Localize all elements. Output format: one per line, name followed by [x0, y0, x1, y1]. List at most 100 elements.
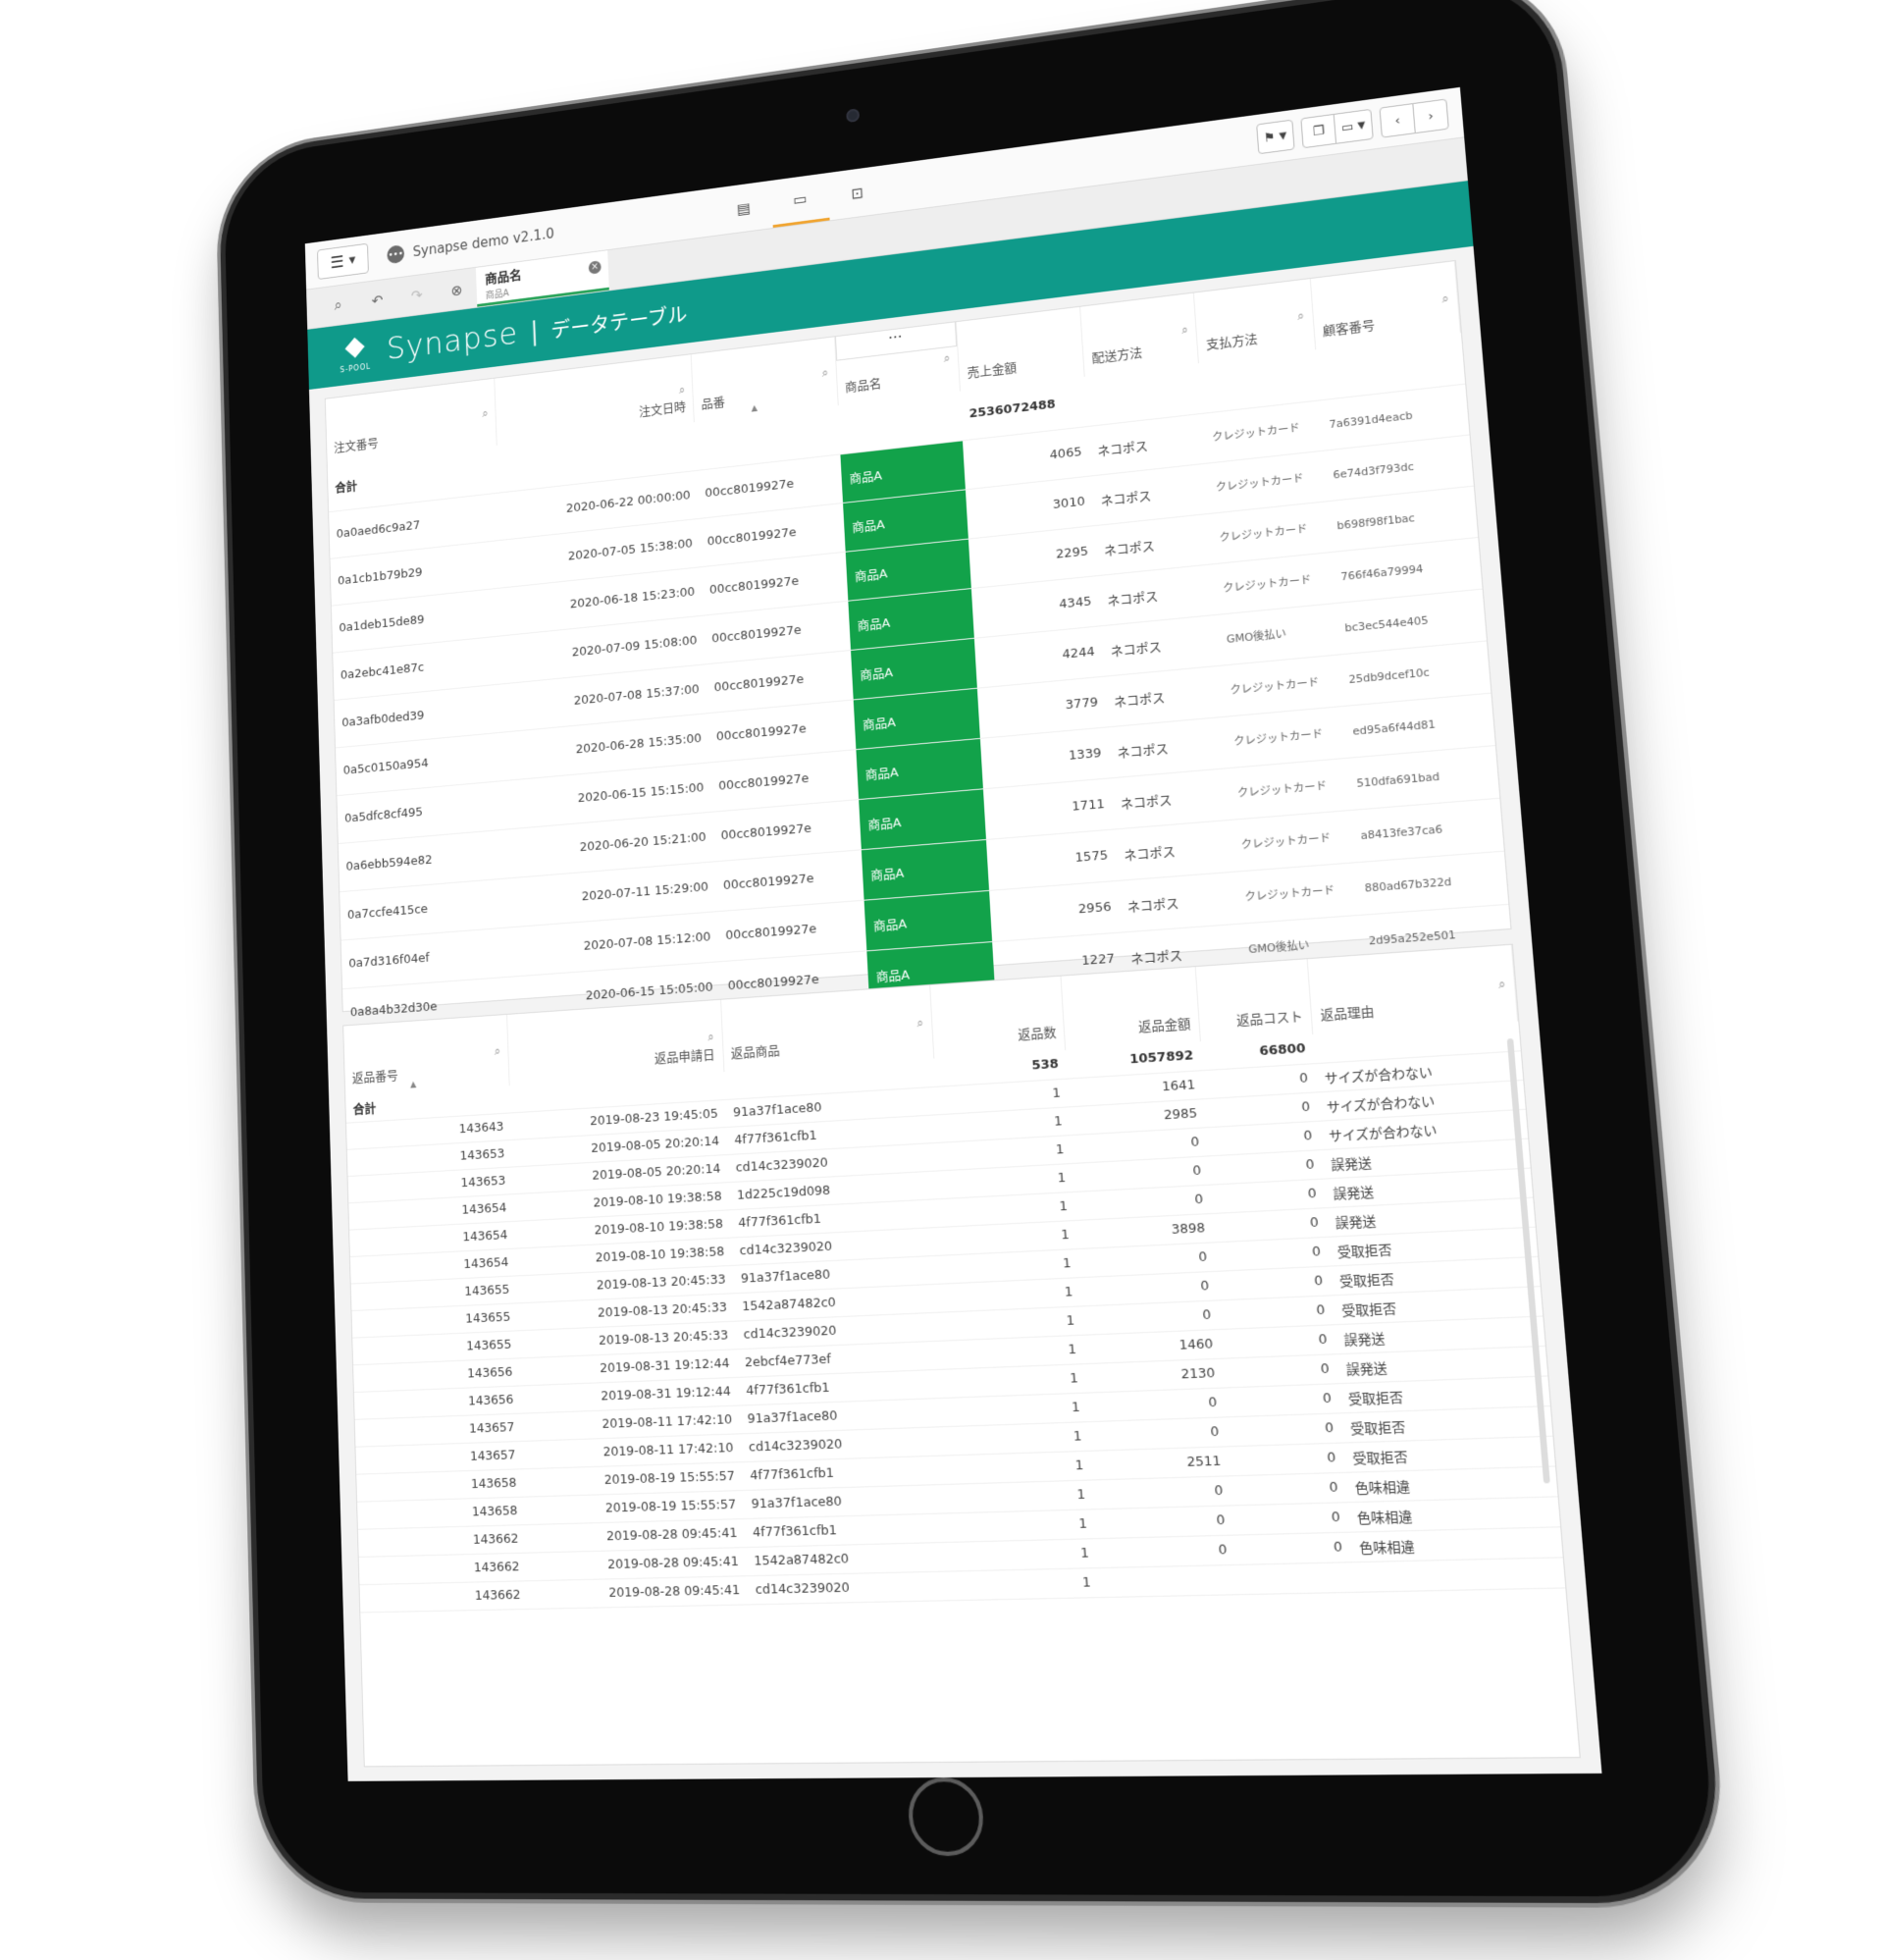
col-header-return-no[interactable]: 返品番号 ⌕ ▲	[343, 1014, 510, 1096]
spool-logo-icon: ◆	[344, 329, 366, 363]
table-cell: 2019-08-28 09:45:41	[527, 1575, 749, 1609]
clear-filter-icon: ⊗	[450, 281, 463, 299]
table-cell: 1	[954, 1421, 1091, 1456]
col-label: 商品名	[844, 377, 882, 396]
app-icon: •••	[387, 244, 405, 265]
table-cell: クレジットカード	[1227, 757, 1351, 820]
table-cell: 1	[957, 1479, 1095, 1513]
search-icon[interactable]: ⌕	[494, 1043, 501, 1058]
search-icon[interactable]: ⌕	[678, 383, 686, 397]
tab-screen-view[interactable]: ▭	[770, 173, 830, 229]
table-cell: 1	[956, 1450, 1093, 1484]
col-label: 支払方法	[1205, 332, 1259, 353]
search-icon[interactable]: ⌕	[1296, 308, 1305, 323]
table-cell: ネコポス	[1114, 819, 1235, 880]
table-cell: 1	[959, 1509, 1097, 1542]
table-cell: 0	[1088, 1416, 1229, 1451]
table-icon: ▤	[736, 198, 752, 218]
table-cell: 0	[1096, 1534, 1236, 1568]
table-cell: 0	[1092, 1475, 1232, 1510]
col-label: 返品コスト	[1235, 1009, 1304, 1030]
returns-body: 143643 2019-08-23 19:45:05 91a37f1ace80 1 16…	[345, 1050, 1565, 1613]
search-icon[interactable]: ⌕	[707, 1030, 715, 1044]
back-filter-button[interactable]: ↶	[357, 278, 397, 322]
chevron-right-icon: ›	[1427, 108, 1435, 124]
window-tools: ❐ ▭ ▼	[1300, 108, 1374, 149]
table-cell: 0	[1230, 1471, 1348, 1506]
bookmark-icon: ⚑	[1263, 130, 1277, 146]
device-wrap: ☰ ▼ ••• Synapse demo v2.1.0 ▤ ▭ ⊡ ⚑ ▼	[189, 0, 1815, 1954]
col-header-return-product[interactable]: 返品商品 ⌕	[720, 984, 934, 1073]
search-icon[interactable]: ⌕	[916, 1015, 924, 1031]
zoom-select-button[interactable]: ⌕	[318, 284, 358, 328]
next-button[interactable]: ›	[1412, 98, 1449, 134]
col-header-payment[interactable]: 支払方法 ⌕	[1193, 279, 1316, 364]
table-cell: 0	[1224, 1383, 1341, 1417]
tab-table-view[interactable]: ▤	[714, 181, 773, 236]
brand-name: Synapse	[386, 315, 519, 368]
hamburger-icon: ☰	[330, 251, 344, 273]
col-label: 注文日時	[638, 399, 687, 420]
table-cell	[1235, 1562, 1354, 1595]
table-cell: 0	[1226, 1412, 1343, 1447]
search-icon[interactable]: ⌕	[821, 365, 829, 380]
sort-ascending-icon: ▲	[751, 403, 759, 414]
col-header-return-count[interactable]: 返品数	[929, 976, 1067, 1059]
bookmark-button[interactable]: ⚑ ▼	[1255, 119, 1295, 155]
table-cell: 143662	[358, 1552, 528, 1585]
search-icon[interactable]: ⌕	[1497, 976, 1506, 992]
table-cell: ネコポス	[1110, 768, 1231, 829]
table-cell: ネコポス	[1117, 871, 1239, 932]
table-cell: 2956	[989, 879, 1122, 942]
col-header-return-date[interactable]: 返品申請日 ⌕	[506, 999, 724, 1086]
col-header-product-name[interactable]: ... 商品名 ⌕	[834, 322, 961, 406]
window-button[interactable]: ❐	[1300, 113, 1337, 149]
table-cell: 1	[962, 1567, 1100, 1600]
chevron-down-icon: ▼	[1357, 119, 1366, 132]
app-title: Synapse demo v2.1.0	[412, 225, 555, 260]
content-area: 注文番号 ⌕ 注文日時 ⌕ 品番 ⌕ ▲ ... 商品名 ⌕ 売上金額 配送方法 ⌕ 支払方法…	[308, 245, 1602, 1781]
table-cell: クレジットカード	[1230, 810, 1355, 872]
table-cell: 色味相違	[1349, 1526, 1563, 1563]
tablet-device: ☰ ▼ ••• Synapse demo v2.1.0 ▤ ▭ ⊡ ⚑ ▼	[223, 0, 1719, 1897]
search-icon[interactable]: ⌕	[1180, 322, 1189, 337]
brand-logo: ◆ S-POOL	[335, 327, 376, 382]
search-icon[interactable]: ⌕	[1440, 291, 1450, 306]
search-icon[interactable]: ⌕	[482, 406, 489, 420]
column-menu-button[interactable]: ...	[834, 322, 958, 361]
sort-ascending-icon: ▲	[409, 1080, 417, 1090]
main-menu-button[interactable]: ☰ ▼	[317, 242, 369, 281]
brand-separator: |	[529, 315, 540, 347]
col-label: 返品数	[1017, 1026, 1057, 1043]
table-cell: クレジットカード	[1234, 862, 1359, 924]
col-label: 返品商品	[730, 1043, 781, 1062]
display-button[interactable]: ▭ ▼	[1333, 108, 1374, 144]
col-label: 返品番号	[351, 1069, 398, 1086]
windows-icon: ❐	[1312, 123, 1326, 139]
table-cell: 0	[1220, 1324, 1336, 1358]
table-cell: 0	[1086, 1387, 1227, 1422]
col-header-delivery[interactable]: 配送方法 ⌕	[1079, 292, 1199, 377]
table-cell: 1	[952, 1392, 1089, 1426]
col-header-return-amount[interactable]: 返品金額	[1061, 967, 1201, 1050]
presentation-icon: ⊡	[850, 183, 864, 203]
returns-table: 返品番号 ⌕ ▲ 返品申請日 ⌕ 返品商品 ⌕ 返品数 返品金額 返品コスト 返品理由 ⌕	[343, 944, 1565, 1613]
back-filter-icon: ↶	[371, 291, 384, 310]
table-cell: 0	[1094, 1505, 1234, 1539]
table-cell: 0	[1231, 1502, 1350, 1535]
col-header-return-reason[interactable]: 返品理由 ⌕	[1307, 944, 1518, 1034]
tab-presentation-view[interactable]: ⊡	[827, 165, 887, 220]
col-label: 注文番号	[333, 436, 379, 455]
table-cell	[1097, 1563, 1238, 1598]
col-header-sales[interactable]: 売上金額	[956, 306, 1085, 392]
search-icon[interactable]: ⌕	[943, 350, 951, 365]
forward-filter-button[interactable]: ↷	[396, 273, 438, 317]
col-header-return-cost[interactable]: 返品コスト	[1195, 959, 1313, 1042]
table-cell: 0	[1233, 1531, 1352, 1564]
returns-table-panel: 返品番号 ⌕ ▲ 返品申請日 ⌕ 返品商品 ⌕ 返品数 返品金額 返品コスト 返品理由 ⌕	[342, 943, 1581, 1768]
home-button	[907, 1776, 986, 1857]
prev-button[interactable]: ‹	[1379, 103, 1416, 138]
table-cell: 143662	[359, 1580, 529, 1613]
chevron-down-icon: ▼	[1279, 130, 1287, 142]
clear-filter-button[interactable]: ⊗	[436, 268, 477, 312]
